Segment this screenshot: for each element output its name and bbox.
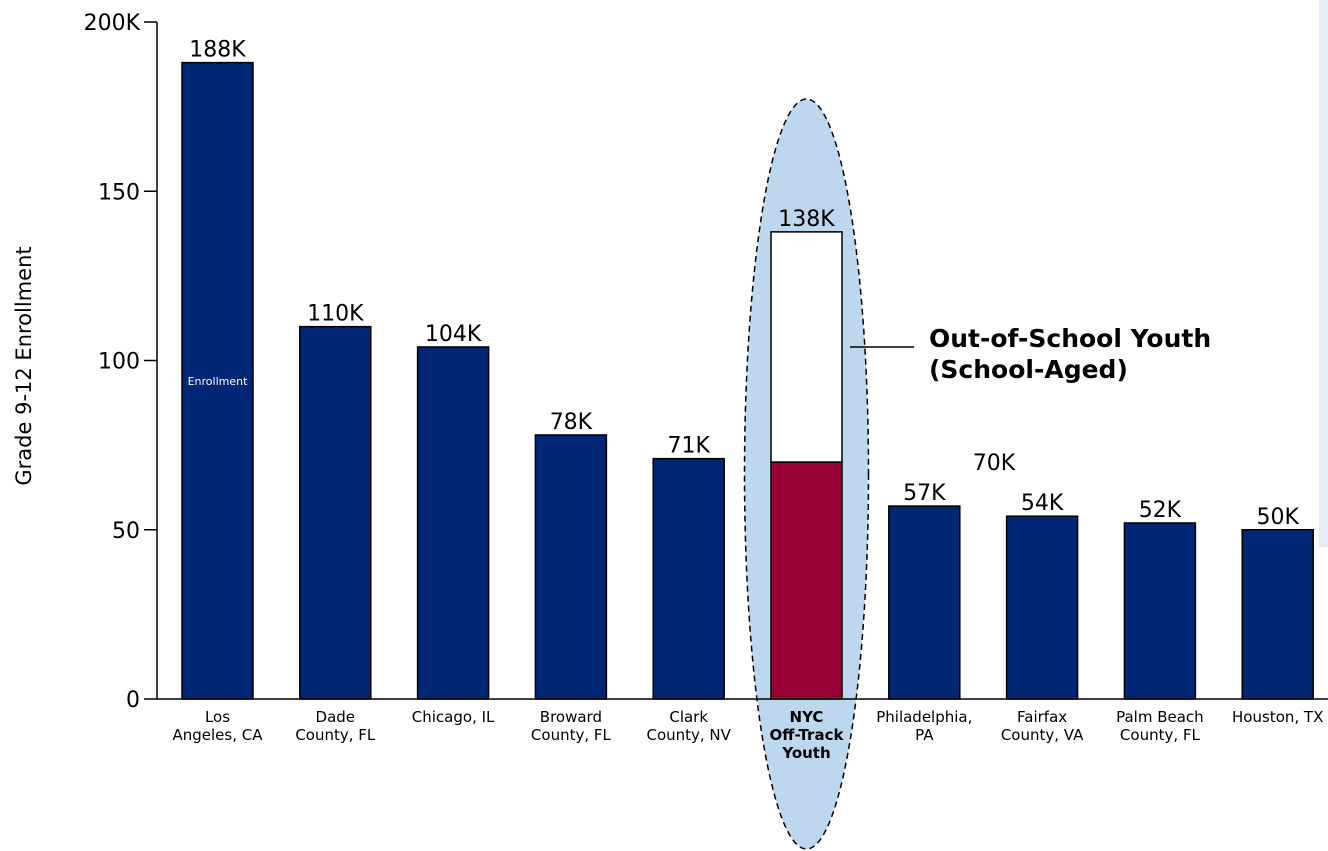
bar-6 bbox=[888, 505, 961, 700]
bar-8 bbox=[1123, 522, 1197, 700]
y-tick-label-1: 50 bbox=[112, 519, 140, 544]
data-label-6: 57K bbox=[903, 481, 946, 506]
data-label-3: 78K bbox=[550, 410, 593, 435]
x-tick-label-9: Houston, TX bbox=[1232, 708, 1323, 726]
bar-5 bbox=[770, 461, 843, 700]
annotation-label: Out-of-School Youth (School-Aged) bbox=[929, 324, 1211, 384]
data-label-2: 104K bbox=[425, 322, 482, 347]
y-tick-label-4: 200K bbox=[84, 11, 141, 36]
x-tick-label-3: Broward County, FL bbox=[531, 708, 612, 744]
bar-3 bbox=[534, 434, 608, 700]
bar-2 bbox=[416, 346, 490, 700]
x-tick-label-8: Palm Beach County, FL bbox=[1116, 708, 1204, 744]
data-label-8: 52K bbox=[1139, 498, 1182, 523]
bar-0 bbox=[181, 61, 254, 700]
y-tick-label-3: 150 bbox=[98, 180, 140, 205]
bar-segment-5 bbox=[770, 231, 843, 463]
x-tick-label-0: Los Angeles, CA bbox=[173, 708, 264, 744]
data-label-0: 188K bbox=[189, 38, 246, 63]
data-label-7: 54K bbox=[1021, 491, 1064, 516]
inside-bar-label: Enrollment bbox=[188, 375, 248, 388]
side-panel-edge bbox=[1319, 0, 1328, 547]
x-tick-label-4: Clark County, NV bbox=[646, 708, 731, 744]
y-axis-title: Grade 9-12 Enrollment bbox=[12, 246, 36, 485]
x-tick-label-1: Dade County, FL bbox=[295, 708, 376, 744]
data-label-4: 71K bbox=[667, 434, 710, 459]
data-label-9: 50K bbox=[1256, 505, 1299, 530]
x-tick-label-7: Fairfax County, VA bbox=[1001, 708, 1084, 744]
inner-segment-label: 70K bbox=[973, 451, 1016, 476]
x-tick-label-6: Philadelphia, PA bbox=[876, 708, 972, 744]
bar-4 bbox=[652, 457, 725, 700]
bar-9 bbox=[1241, 529, 1314, 700]
data-label-5: 138K bbox=[778, 207, 835, 232]
x-tick-label-2: Chicago, IL bbox=[412, 708, 495, 726]
bar-1 bbox=[299, 325, 372, 700]
data-label-1: 110K bbox=[307, 302, 364, 327]
x-tick-label-5: NYC Off-Track Youth bbox=[770, 708, 845, 762]
y-tick-label-2: 100 bbox=[98, 350, 140, 375]
y-tick-label-0: 0 bbox=[126, 688, 140, 713]
bar-7 bbox=[1005, 515, 1079, 700]
